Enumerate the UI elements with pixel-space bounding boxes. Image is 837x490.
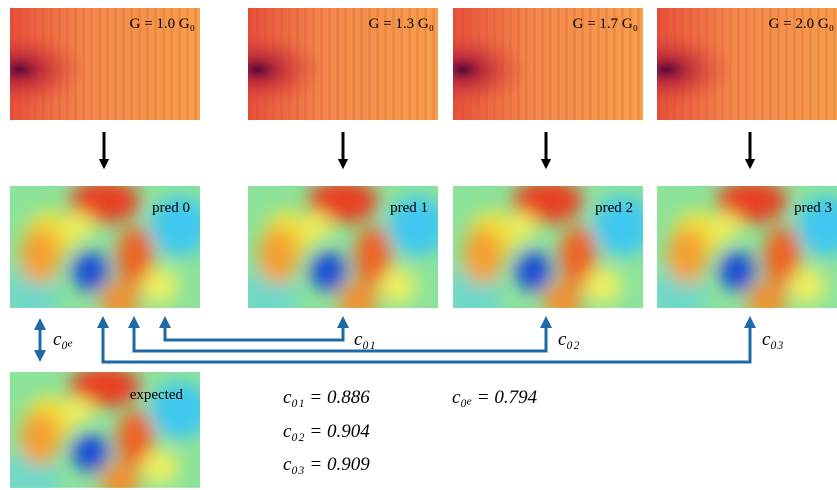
correlation: c₀₂ = 0.904	[283, 421, 370, 442]
link-label: c₀₁	[354, 329, 376, 350]
prediction-label: pred 0	[152, 200, 190, 216]
arrows	[98, 132, 756, 170]
input-label: G = 2.0 G₀	[769, 16, 834, 32]
link-label: c₀₃	[762, 329, 784, 350]
expected-image	[0, 365, 210, 490]
input-label: G = 1.0 G₀	[130, 16, 195, 32]
connectors	[34, 316, 756, 364]
link-label: c₀ₑ	[53, 329, 73, 350]
correlation: c₀₁ = 0.886	[283, 387, 370, 408]
expected-label: expected	[130, 387, 184, 403]
prediction-label: pred 1	[390, 200, 428, 216]
input-label: G = 1.7 G₀	[573, 16, 638, 32]
correlation: c₀₃ = 0.909	[283, 454, 370, 475]
correlation: c₀ₑ = 0.794	[452, 387, 538, 408]
prediction-label: pred 2	[595, 200, 633, 216]
prediction-label: pred 3	[794, 200, 832, 216]
input-label: G = 1.3 G₀	[369, 16, 434, 32]
link-label: c₀₂	[558, 329, 580, 350]
